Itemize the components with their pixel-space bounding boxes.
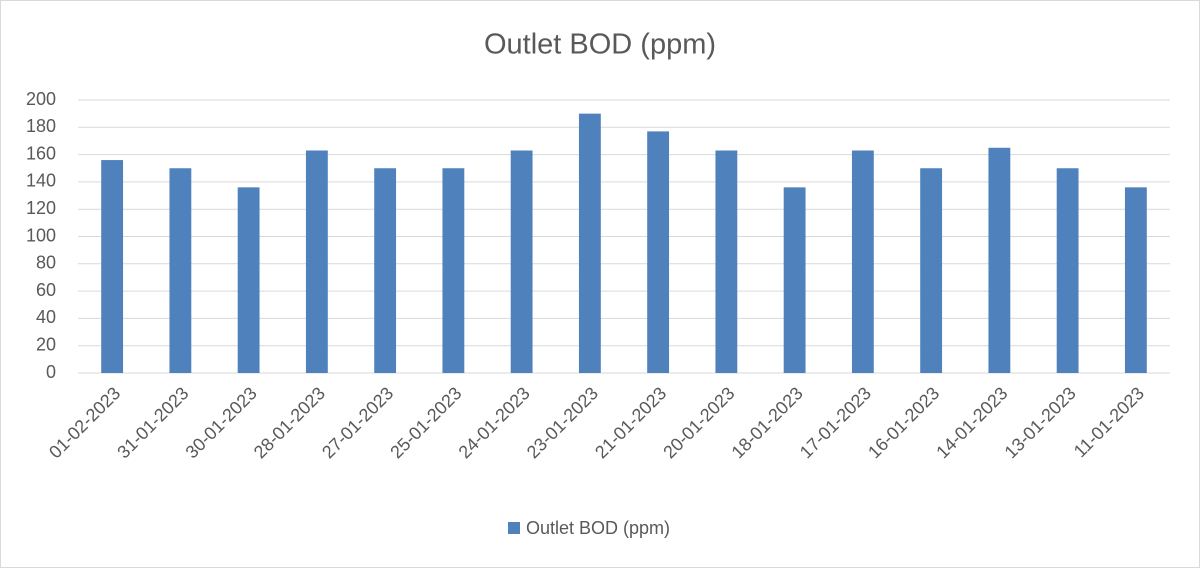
bar: [237, 187, 260, 373]
bar: [988, 147, 1011, 373]
bar: [715, 150, 738, 373]
legend-label: Outlet BOD (ppm): [526, 518, 670, 538]
bar: [920, 168, 943, 373]
bar: [101, 160, 124, 373]
legend-swatch: [508, 522, 520, 534]
y-tick-label: 20: [36, 334, 56, 354]
bar: [169, 168, 192, 373]
y-tick-label: 100: [26, 225, 56, 245]
bar: [578, 113, 601, 374]
bar: [1124, 187, 1147, 373]
y-tick-label: 0: [46, 362, 56, 382]
y-tick-label: 60: [36, 280, 56, 300]
bar: [374, 168, 397, 373]
y-tick-label: 160: [26, 143, 56, 163]
chart-title: Outlet BOD (ppm): [484, 29, 716, 61]
bar: [510, 150, 533, 373]
y-tick-label: 40: [36, 307, 56, 327]
y-tick-label: 180: [26, 116, 56, 136]
y-tick-label: 120: [26, 198, 56, 218]
bar: [305, 150, 328, 373]
bar: [851, 150, 874, 373]
bar: [647, 131, 670, 373]
bar: [783, 187, 806, 373]
y-tick-label: 200: [26, 89, 56, 109]
bar: [442, 168, 465, 373]
bar: [1056, 168, 1079, 373]
y-tick-label: 140: [26, 171, 56, 191]
y-tick-label: 80: [36, 253, 56, 273]
